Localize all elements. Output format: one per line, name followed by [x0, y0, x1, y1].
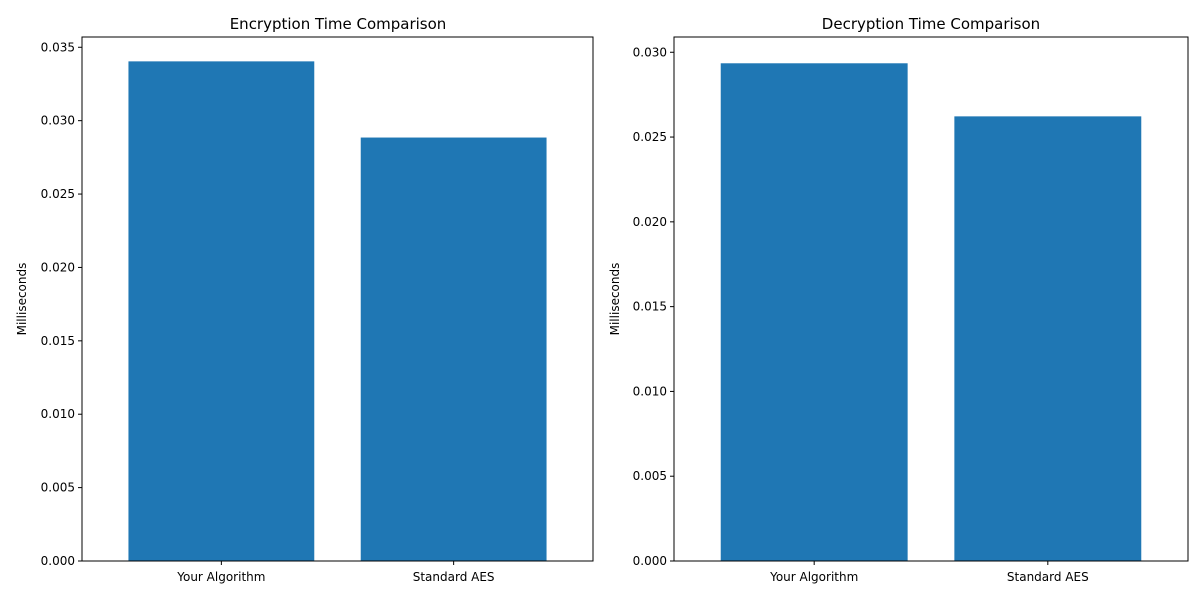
- decryption-y-tick-label-5: 0.025: [633, 130, 667, 144]
- decryption-bar-0: [720, 63, 908, 561]
- encryption-bar-0: [128, 61, 315, 561]
- encryption-y-tick-label-7: 0.035: [41, 40, 75, 54]
- encryption-bar-1: [360, 137, 547, 562]
- encryption-y-tick-label-0: 0.000: [41, 554, 75, 568]
- encryption-x-ticks: Your Algorithm Standard AES: [176, 561, 495, 584]
- encryption-y-tick-label-3: 0.015: [41, 334, 75, 348]
- encryption-y-ticks: 0.000 0.005 0.010 0.015 0.020 0.025 0.030 0.035: [41, 40, 82, 568]
- encryption-y-axis-label: Milliseconds: [15, 263, 29, 336]
- encryption-y-tick-label-1: 0.005: [41, 481, 75, 495]
- decryption-y-axis-label: Milliseconds: [608, 263, 622, 336]
- encryption-y-tick-label-2: 0.010: [41, 407, 75, 421]
- encryption-bars: [128, 61, 547, 562]
- decryption-plot-frame: [673, 36, 1189, 562]
- decryption-x-tick-label-1: Standard AES: [1007, 570, 1089, 584]
- encryption-chart: Encryption Time Comparison Milliseconds …: [15, 15, 594, 584]
- encryption-chart-title: Encryption Time Comparison: [230, 15, 447, 33]
- decryption-x-ticks: Your Algorithm Standard AES: [769, 561, 1089, 584]
- decryption-y-ticks: 0.000 0.005 0.010 0.015 0.020 0.025 0.030: [633, 45, 674, 568]
- encryption-y-tick-label-6: 0.030: [41, 114, 75, 128]
- decryption-x-tick-label-0: Your Algorithm: [769, 570, 858, 584]
- encryption-y-tick-label-4: 0.020: [41, 260, 75, 274]
- decryption-y-tick-label-2: 0.010: [633, 384, 667, 398]
- decryption-y-tick-label-4: 0.020: [633, 215, 667, 229]
- decryption-y-tick-label-0: 0.000: [633, 554, 667, 568]
- decryption-y-tick-label-3: 0.015: [633, 300, 667, 314]
- encryption-plot-frame: [81, 36, 594, 562]
- decryption-bars: [720, 63, 1142, 562]
- encryption-x-tick-label-1: Standard AES: [413, 570, 495, 584]
- decryption-bar-1: [954, 116, 1142, 562]
- decryption-chart-title: Decryption Time Comparison: [822, 15, 1040, 33]
- decryption-y-tick-label-1: 0.005: [633, 469, 667, 483]
- decryption-y-tick-label-6: 0.030: [633, 45, 667, 59]
- decryption-chart: Decryption Time Comparison Milliseconds …: [608, 15, 1189, 584]
- encryption-y-tick-label-5: 0.025: [41, 187, 75, 201]
- encryption-x-tick-label-0: Your Algorithm: [176, 570, 265, 584]
